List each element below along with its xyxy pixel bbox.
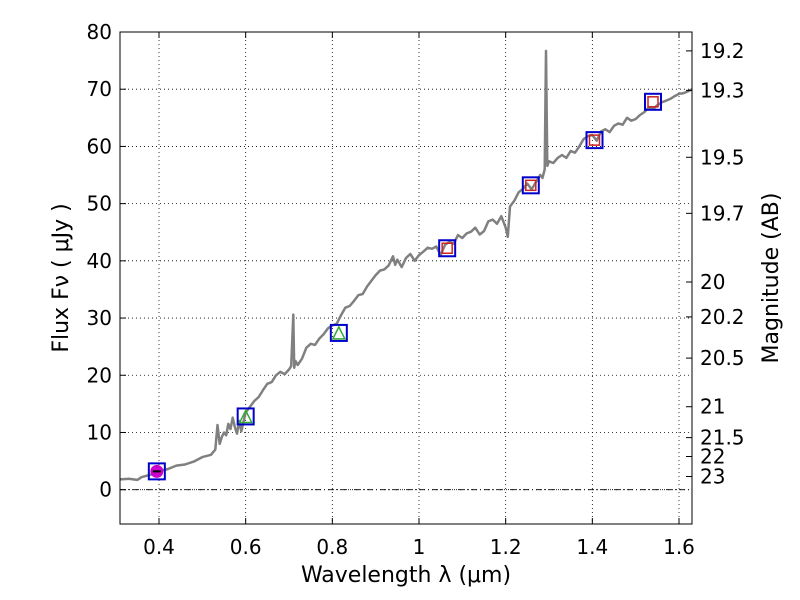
photometry-box [147, 462, 166, 481]
spectrum-line [119, 49, 693, 482]
x-tick-label: 0.8 [316, 535, 348, 559]
mag-tick-label: 23 [700, 465, 725, 489]
photometry-box [438, 239, 457, 258]
mag-tick-label: 19.2 [700, 39, 745, 63]
x-tick-label: 1.4 [576, 535, 608, 559]
mag-tick-label: 22 [700, 444, 725, 468]
photometry-point [236, 407, 255, 426]
x-axis-title: Wavelength λ (μm) [301, 563, 511, 588]
photometry-point [585, 131, 604, 150]
photometry-point [438, 239, 457, 258]
y-tick-label: 30 [87, 306, 112, 330]
photometry-inner-square [525, 179, 537, 192]
x-tick-label: 0.4 [143, 535, 175, 559]
y-tick-label: 80 [87, 20, 112, 44]
y-tick-label: 50 [87, 192, 112, 216]
photometry-point [147, 462, 166, 481]
photometry-inner-triangle [238, 408, 253, 424]
spectrum-series [119, 49, 693, 482]
mag-tick-label: 20.5 [700, 346, 745, 370]
photometry-box [236, 407, 255, 426]
y-tick-label: 10 [87, 420, 112, 444]
photometry-inner-triangle [331, 325, 347, 340]
photometry-inner-square [647, 96, 659, 108]
x-tick-label: 1.6 [663, 535, 695, 559]
y-tick-label: 70 [87, 77, 112, 101]
photometry-box [521, 176, 540, 195]
grid-lines [120, 31, 692, 524]
mag-tick-label: 19.5 [700, 145, 745, 169]
photometry-box [585, 131, 604, 150]
y-tick-label: 0 [99, 478, 112, 502]
y-tick-label: 60 [87, 134, 112, 158]
mag-tick-label: 20 [700, 270, 725, 294]
x-tick-label: 1 [413, 535, 426, 559]
mag-tick-label: 19.7 [700, 201, 745, 225]
mag-tick-label: 20.2 [700, 305, 745, 329]
mag-tick-label: 21 [700, 395, 725, 419]
photometry-markers [147, 92, 662, 481]
x-tick-label: 0.6 [230, 535, 262, 559]
photometry-point [521, 176, 540, 195]
x-tick-label: 1.2 [490, 535, 522, 559]
photometry-box [329, 323, 348, 342]
photometry-inner-square [441, 242, 453, 255]
photometry-point [329, 323, 348, 342]
mag-tick-label: 19.3 [700, 78, 745, 102]
photometry-point [644, 92, 662, 111]
x-tick-labels: 0.4 0.6 0.8 1 1.2 1.4 1.6 [143, 535, 695, 559]
axis-ticks [120, 31, 692, 524]
y-tick-label: 20 [87, 363, 112, 387]
photometry-inner-square [588, 134, 601, 146]
y-tick-label: 40 [87, 249, 112, 273]
y2-axis-title: Magnitude (AB) [759, 193, 784, 364]
y-tick-labels: 0 10 20 30 40 50 60 70 80 [87, 20, 112, 502]
y-axis-title: Flux Fν ( μJy ) [49, 203, 74, 352]
mag-tick-label: 21.5 [700, 426, 745, 450]
photometry-box [644, 92, 662, 111]
plot-frame [119, 31, 693, 525]
